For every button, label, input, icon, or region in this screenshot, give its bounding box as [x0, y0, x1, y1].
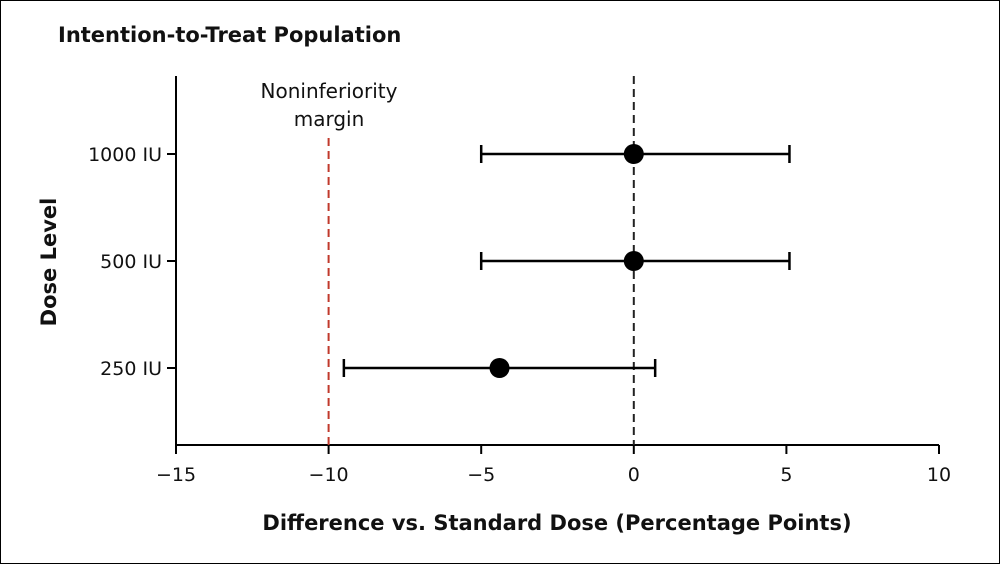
x-tick-label: 10	[927, 464, 951, 486]
point-estimate	[489, 358, 510, 378]
row-500-iu	[479, 251, 791, 271]
margin-label-line2: margin	[294, 107, 365, 131]
y-tick-label: 250 IU	[100, 358, 162, 380]
row-1000-iu	[479, 144, 791, 164]
point-estimate	[623, 144, 644, 164]
x-axis-label: Difference vs. Standard Dose (Percentage…	[262, 511, 851, 535]
x-tick-label: −5	[467, 464, 495, 486]
x-tick-label: 5	[780, 464, 792, 486]
data-points	[342, 144, 791, 378]
x-tick-label: −15	[156, 464, 196, 486]
y-axis-label: Dose Level	[37, 198, 61, 327]
y-tick-label: 1000 IU	[88, 144, 162, 166]
y-tick-label: 500 IU	[100, 251, 162, 273]
x-tick-label: 0	[628, 464, 640, 486]
y-ticks: 1000 IU 500 IU 250 IU	[88, 144, 176, 380]
margin-label-line1: Noninferiority	[261, 79, 398, 103]
x-tick-label: −10	[309, 464, 349, 486]
chart-title: Intention-to-Treat Population	[58, 23, 401, 47]
row-250-iu	[342, 358, 657, 378]
point-estimate	[623, 251, 644, 271]
x-ticks: −15 −10 −5 0 5 10	[156, 445, 951, 486]
